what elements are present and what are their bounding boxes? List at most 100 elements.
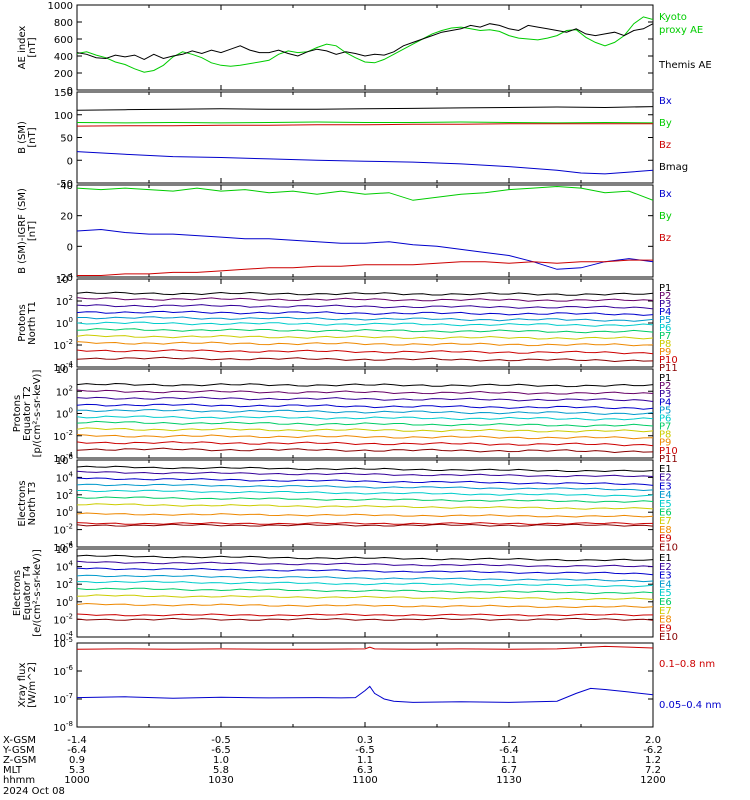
series-group — [77, 16, 653, 73]
legend-entry: Bx — [659, 96, 672, 107]
series-line — [77, 477, 653, 486]
legend-entry: P7 — [659, 331, 671, 342]
legend-entry: E10 — [659, 542, 678, 553]
y-tick-label: 104 — [56, 560, 74, 574]
legend-entry: proxy AE — [659, 25, 703, 36]
y-tick-label: -20 — [57, 273, 73, 284]
y-tick-exponent: 0 — [69, 505, 73, 513]
series-group — [77, 554, 653, 621]
y-axis-label: [nT] — [27, 37, 38, 57]
y-tick-label: 100 — [56, 316, 73, 330]
y-tick-exponent: 2 — [69, 384, 73, 392]
legend-entry: P11 — [659, 363, 678, 374]
y-axis-label: B (SM)-IGRF (SM) — [17, 188, 28, 274]
legend-entry: E7 — [659, 516, 672, 527]
series-line — [77, 594, 653, 601]
panel-bigrf: -20 0 20 40 B (SM)-IGRF (SM) [nT] Bx By Bz — [17, 181, 672, 284]
series-line — [77, 321, 653, 327]
y-tick-exponent: -4 — [66, 451, 74, 459]
legend-entry: E9 — [659, 534, 672, 545]
panel-bsm: -50 0 50 100 150 B (SM) [nT] Bx By Bz Bmag — [17, 88, 688, 190]
series-line — [77, 523, 653, 527]
legend-entry: E8 — [659, 615, 672, 626]
y-axis-label: [nT] — [27, 221, 38, 241]
y-axis-label: [p/(cm²-s-sr-keV)] — [32, 370, 43, 458]
legend-entry: P8 — [659, 339, 671, 350]
series-line — [77, 328, 653, 334]
legend-entry: P2 — [659, 291, 671, 302]
y-tick-label: 106 — [56, 542, 74, 556]
y-tick-label: 100 — [56, 505, 73, 519]
y-tick-label: 100 — [56, 407, 73, 421]
y-tick-exponent: 2 — [69, 488, 73, 496]
y-axis-label: [W/m^2] — [27, 662, 38, 708]
series-line — [77, 16, 653, 73]
y-tick-label: 104 — [56, 470, 74, 484]
x-row-value: -1.4 — [67, 735, 87, 746]
x-row-label: X-GSM — [3, 735, 36, 746]
series-line — [77, 297, 653, 302]
legend-entry: P10 — [659, 446, 678, 457]
series-line — [77, 645, 653, 650]
y-axis-label: Xray flux — [17, 663, 28, 708]
legend-entry: Themis AE — [658, 60, 712, 71]
y-axis-label: Protons — [12, 395, 23, 432]
y-axis-label: Equator T2 — [22, 386, 33, 441]
series-line — [77, 304, 653, 310]
series-line — [77, 415, 653, 421]
y-tick-label: 0 — [67, 156, 73, 167]
series-group — [77, 291, 653, 363]
series-line — [77, 503, 653, 510]
x-row-value: 1.0 — [213, 755, 229, 766]
y-tick-label: 10-2 — [53, 612, 73, 626]
legend-entry: P6 — [659, 323, 671, 334]
y-tick-exponent: -2 — [66, 612, 73, 620]
series-line — [77, 185, 653, 201]
legend-entry: P1 — [659, 373, 671, 384]
y-axis-label: Electrons — [12, 570, 23, 616]
series-line — [77, 291, 653, 296]
series-line — [77, 554, 653, 562]
series-line — [77, 470, 653, 478]
y-tick-exponent: 4 — [69, 560, 74, 568]
series-line — [77, 341, 653, 347]
legend-entry: P3 — [659, 299, 671, 310]
legend-entry: By — [659, 118, 672, 129]
y-axis-label: [e/(cm²-s-sr-keV)] — [32, 549, 43, 637]
y-tick-label: 0 — [67, 86, 73, 97]
x-row-value: 2.0 — [645, 735, 661, 746]
y-tick-label: 106 — [56, 453, 74, 467]
y-tick-label: 50 — [60, 134, 73, 145]
y-tick-exponent: -5 — [66, 636, 73, 644]
series-line — [77, 587, 653, 595]
y-axis-label: AE index — [17, 26, 28, 70]
series-line — [77, 403, 653, 410]
series-line — [77, 349, 653, 355]
legend-entry: Kyoto — [659, 12, 687, 23]
y-tick-label: 10-8 — [53, 720, 73, 734]
series-line — [77, 356, 653, 363]
y-tick-label: 10-6 — [53, 664, 73, 678]
y-tick-label: 104 — [56, 362, 74, 376]
legend-entry: P3 — [659, 389, 671, 400]
series-line — [77, 310, 653, 316]
y-tick-label: 10-7 — [53, 692, 73, 706]
legend-entry: P11 — [659, 454, 678, 465]
panel-frame — [76, 642, 654, 728]
series-group — [77, 645, 653, 703]
series-line — [77, 408, 653, 416]
x-row-value: -6.2 — [643, 745, 663, 756]
y-tick-label: 150 — [54, 88, 73, 99]
series-line — [77, 382, 653, 388]
y-tick-label: 102 — [56, 577, 73, 591]
y-tick-label: 102 — [56, 294, 73, 308]
y-tick-exponent: -4 — [66, 360, 74, 368]
legend-entry: P4 — [659, 307, 671, 318]
x-row-value: 1100 — [352, 775, 377, 786]
panel-frame — [76, 4, 654, 91]
legend-entry: 0.05–0.4 nm — [659, 700, 721, 711]
legend-entry: E4 — [659, 579, 672, 590]
legend-entry: E6 — [659, 597, 672, 608]
x-row-value: 5.3 — [69, 765, 85, 776]
